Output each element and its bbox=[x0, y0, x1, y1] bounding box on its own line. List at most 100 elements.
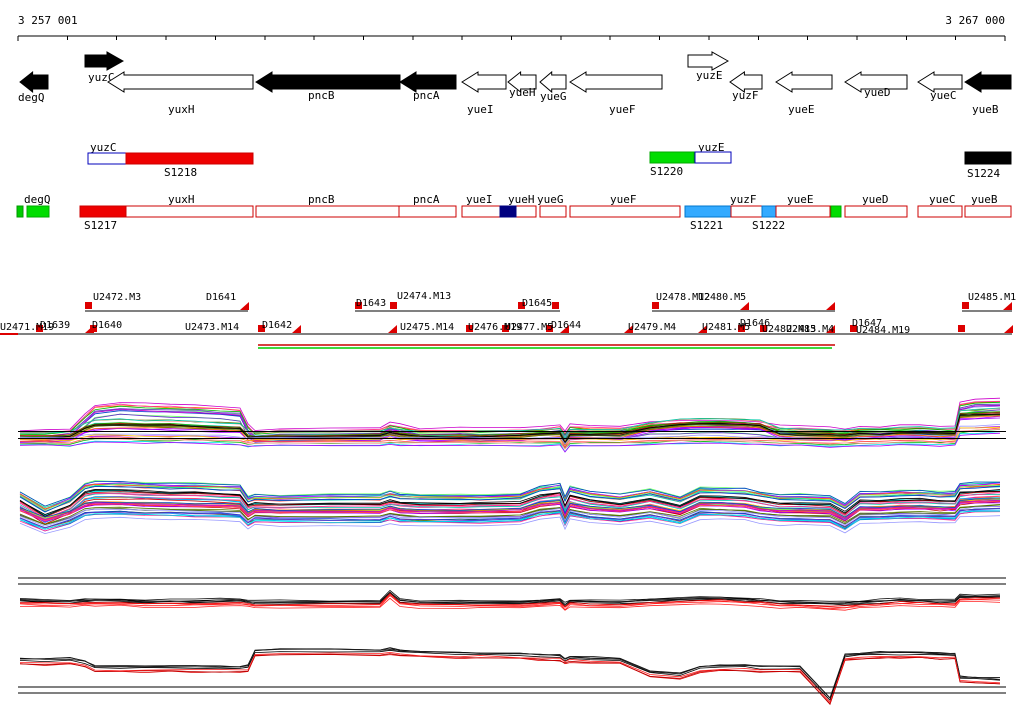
probe-boundary-marker-icon[interactable] bbox=[826, 302, 835, 310]
probe-boundary-marker-icon[interactable] bbox=[518, 302, 525, 309]
gene-arrow-yueC[interactable] bbox=[917, 71, 963, 93]
probe-boundary-marker-icon[interactable] bbox=[546, 325, 553, 332]
probe-label[interactable]: U2476.M19 bbox=[468, 322, 522, 333]
gene-label-yueI[interactable]: yueI bbox=[467, 103, 494, 116]
probe-boundary-marker-icon[interactable] bbox=[466, 325, 473, 332]
probe-label[interactable]: U2480.M5 bbox=[698, 292, 746, 303]
gene-arrow-yuzE[interactable] bbox=[687, 51, 730, 71]
gene-label-yueD[interactable]: yueD bbox=[864, 86, 891, 99]
probe-boundary-marker-icon[interactable] bbox=[560, 325, 569, 333]
gene-arrow-pncA[interactable] bbox=[399, 71, 457, 93]
probe-boundary-marker-icon[interactable] bbox=[502, 325, 509, 332]
gene-arrow-yueF[interactable] bbox=[569, 71, 663, 93]
gene-arrow-yuzC[interactable] bbox=[84, 51, 125, 71]
probe-label[interactable]: D1639 bbox=[40, 320, 70, 331]
gene-label-degQ[interactable]: degQ bbox=[18, 91, 45, 104]
segment-box[interactable] bbox=[26, 205, 50, 218]
probe-boundary-marker-icon[interactable] bbox=[850, 325, 857, 332]
probe-boundary-marker-icon[interactable] bbox=[958, 325, 965, 332]
probe-label[interactable]: U2472.M3 bbox=[93, 292, 141, 303]
gene-arrow-degQ[interactable] bbox=[19, 70, 49, 94]
segment-box-S1220[interactable] bbox=[649, 151, 695, 164]
gene-label-pncA[interactable]: pncA bbox=[413, 89, 440, 102]
gene-label-yueC[interactable]: yueC bbox=[930, 89, 957, 102]
probe-label[interactable]: U2474.M13 bbox=[397, 291, 451, 302]
gene-arrow-yuxH[interactable] bbox=[107, 71, 254, 93]
probe-boundary-marker-icon[interactable] bbox=[240, 302, 249, 310]
gene-label-yueH[interactable]: yueH bbox=[509, 86, 536, 99]
segment-box[interactable] bbox=[964, 205, 1012, 218]
probe-label[interactable]: U2477.M5 bbox=[505, 322, 553, 333]
gene-label-yuzE[interactable]: yuzE bbox=[696, 69, 723, 82]
probe-label[interactable]: U2484.M19 bbox=[856, 325, 910, 336]
probe-label[interactable]: D1646 bbox=[740, 318, 770, 329]
probe-boundary-marker-icon[interactable] bbox=[738, 325, 745, 332]
probe-label[interactable]: D1647 bbox=[852, 318, 882, 329]
probe-boundary-marker-icon[interactable] bbox=[552, 302, 559, 309]
gene-label-yuzC[interactable]: yuzC bbox=[88, 71, 115, 84]
gene-arrow-yuzF[interactable] bbox=[729, 71, 763, 93]
segment-box[interactable] bbox=[499, 205, 517, 218]
segment-box[interactable] bbox=[87, 152, 127, 165]
probe-boundary-marker-icon[interactable] bbox=[962, 302, 969, 309]
gene-arrow-yueI[interactable] bbox=[461, 71, 507, 93]
gene-arrow-yueB[interactable] bbox=[964, 71, 1012, 93]
probe-label[interactable]: U2482.M15 bbox=[762, 324, 816, 335]
gene-arrow-yueG[interactable] bbox=[539, 70, 567, 94]
probe-boundary-marker-icon[interactable] bbox=[258, 325, 265, 332]
segment-box[interactable] bbox=[569, 205, 681, 218]
gene-label-yueG[interactable]: yueG bbox=[540, 90, 567, 103]
segment-box[interactable] bbox=[775, 205, 831, 218]
gene-arrow-yueE[interactable] bbox=[775, 71, 833, 93]
probe-boundary-marker-icon[interactable] bbox=[85, 302, 92, 309]
probe-boundary-marker-icon[interactable] bbox=[624, 325, 633, 333]
segment-box-S1218[interactable] bbox=[125, 152, 254, 165]
gene-label-yuzF[interactable]: yuzF bbox=[732, 89, 759, 102]
gene-label-pncB[interactable]: pncB bbox=[308, 89, 335, 102]
probe-boundary-marker-icon[interactable] bbox=[760, 325, 767, 332]
probe-label[interactable]: D1643 bbox=[356, 298, 386, 309]
probe-boundary-marker-icon[interactable] bbox=[390, 302, 397, 309]
gene-label-yueF[interactable]: yueF bbox=[609, 103, 636, 116]
segment-box[interactable] bbox=[125, 205, 254, 218]
segment-box-S1217[interactable] bbox=[79, 205, 127, 218]
segment-box[interactable] bbox=[830, 205, 842, 218]
segment-box-S1222[interactable] bbox=[761, 205, 777, 218]
segment-box-S1221[interactable] bbox=[684, 205, 732, 218]
probe-label[interactable]: U2485.M1 bbox=[968, 292, 1016, 303]
segment-box-S1224[interactable] bbox=[964, 151, 1012, 165]
probe-boundary-marker-icon[interactable] bbox=[388, 325, 397, 333]
probe-label[interactable]: D1644 bbox=[551, 320, 581, 331]
probe-label[interactable]: U2475.M14 bbox=[400, 322, 454, 333]
probe-label[interactable]: U2481.M5 bbox=[702, 322, 750, 333]
probe-boundary-marker-icon[interactable] bbox=[90, 325, 97, 332]
gene-arrow-yueH[interactable] bbox=[507, 70, 537, 94]
gene-label-yueE[interactable]: yueE bbox=[788, 103, 815, 116]
gene-label-yuxH[interactable]: yuxH bbox=[168, 103, 195, 116]
segment-box[interactable] bbox=[539, 205, 567, 218]
segment-box[interactable] bbox=[844, 205, 908, 218]
segment-box[interactable] bbox=[461, 205, 537, 218]
probe-label[interactable]: U2473.M14 bbox=[185, 322, 239, 333]
segment-box[interactable] bbox=[730, 205, 763, 218]
segment-box[interactable] bbox=[255, 205, 400, 218]
segment-box[interactable] bbox=[16, 205, 24, 218]
probe-boundary-marker-icon[interactable] bbox=[826, 325, 835, 333]
probe-label[interactable]: D1642 bbox=[262, 320, 292, 331]
segment-box[interactable] bbox=[694, 151, 732, 164]
probe-boundary-marker-icon[interactable] bbox=[652, 302, 659, 309]
segment-box[interactable] bbox=[398, 205, 457, 218]
probe-label[interactable]: U2478.M12 bbox=[656, 292, 710, 303]
probe-boundary-marker-icon[interactable] bbox=[698, 325, 707, 333]
probe-label[interactable]: U2479.M4 bbox=[628, 322, 676, 333]
gene-label-yueB[interactable]: yueB bbox=[972, 103, 999, 116]
probe-boundary-marker-icon[interactable] bbox=[292, 325, 301, 333]
probe-boundary-marker-icon[interactable] bbox=[740, 302, 749, 310]
probe-label[interactable]: U2471.M19 bbox=[0, 322, 54, 333]
probe-boundary-marker-icon[interactable] bbox=[1004, 325, 1013, 333]
probe-label[interactable]: D1645 bbox=[522, 298, 552, 309]
segment-box[interactable] bbox=[917, 205, 963, 218]
probe-boundary-marker-icon[interactable] bbox=[1003, 302, 1012, 310]
probe-label[interactable]: D1640 bbox=[92, 320, 122, 331]
probe-label[interactable]: D1641 bbox=[206, 292, 236, 303]
